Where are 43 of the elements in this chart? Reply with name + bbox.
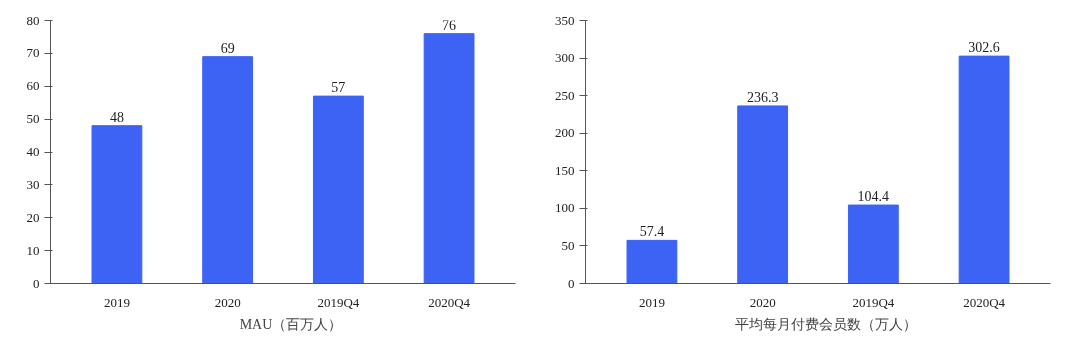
x-tick-label: 2019: [103, 294, 130, 310]
y-tick-label: 150: [555, 162, 575, 178]
text: 平均每月付费会员数（万人）: [735, 316, 917, 334]
bar: [847, 204, 899, 284]
bar: [91, 125, 143, 284]
y-tick-label: 60: [26, 78, 40, 94]
y-tick-label: 80: [26, 12, 40, 28]
data-label: 57.4: [639, 224, 665, 240]
y-tick-label: 20: [26, 209, 40, 225]
bar: [737, 105, 789, 284]
data-label: 57: [331, 80, 346, 96]
bar: [202, 56, 254, 284]
y-tick-label: 200: [555, 125, 575, 141]
y-tick-label: 300: [555, 50, 575, 66]
bar: [626, 239, 678, 284]
bar: [958, 55, 1010, 284]
y-tick-label: 40: [26, 144, 40, 159]
y-tick-label: 50: [561, 237, 575, 253]
data-label: 236.3: [746, 89, 779, 105]
x-tick-label: 2020Q4: [428, 294, 471, 310]
data-label: 302.6: [968, 40, 1000, 56]
bar: [312, 95, 364, 284]
x-tick-label: 2019Q4: [317, 294, 360, 310]
x-tick-label: 2020: [214, 294, 241, 310]
y-tick-label: 70: [26, 45, 40, 61]
y-tick-label: 350: [555, 12, 575, 28]
y-tick-label: 0: [568, 275, 575, 291]
text: MAU（百万人）: [239, 316, 343, 334]
x-tick-label: 2019Q4: [852, 294, 895, 310]
bar: [423, 33, 475, 284]
y-tick-label: 30: [26, 176, 40, 192]
x-tick-label: 2020Q4: [963, 294, 1006, 310]
y-tick-label: 50: [26, 111, 40, 127]
y-tick-label: 100: [555, 200, 575, 216]
y-tick-label: 0: [33, 275, 40, 291]
data-label: 76: [442, 17, 457, 33]
y-tick-label: 250: [555, 87, 575, 103]
y-tick-label: 10: [26, 242, 40, 258]
data-label: 69: [220, 40, 235, 56]
x-tick-label: 2019: [638, 294, 665, 310]
data-label: 104.4: [857, 189, 890, 205]
data-label: 48: [109, 109, 124, 125]
x-tick-label: 2020: [749, 294, 776, 310]
